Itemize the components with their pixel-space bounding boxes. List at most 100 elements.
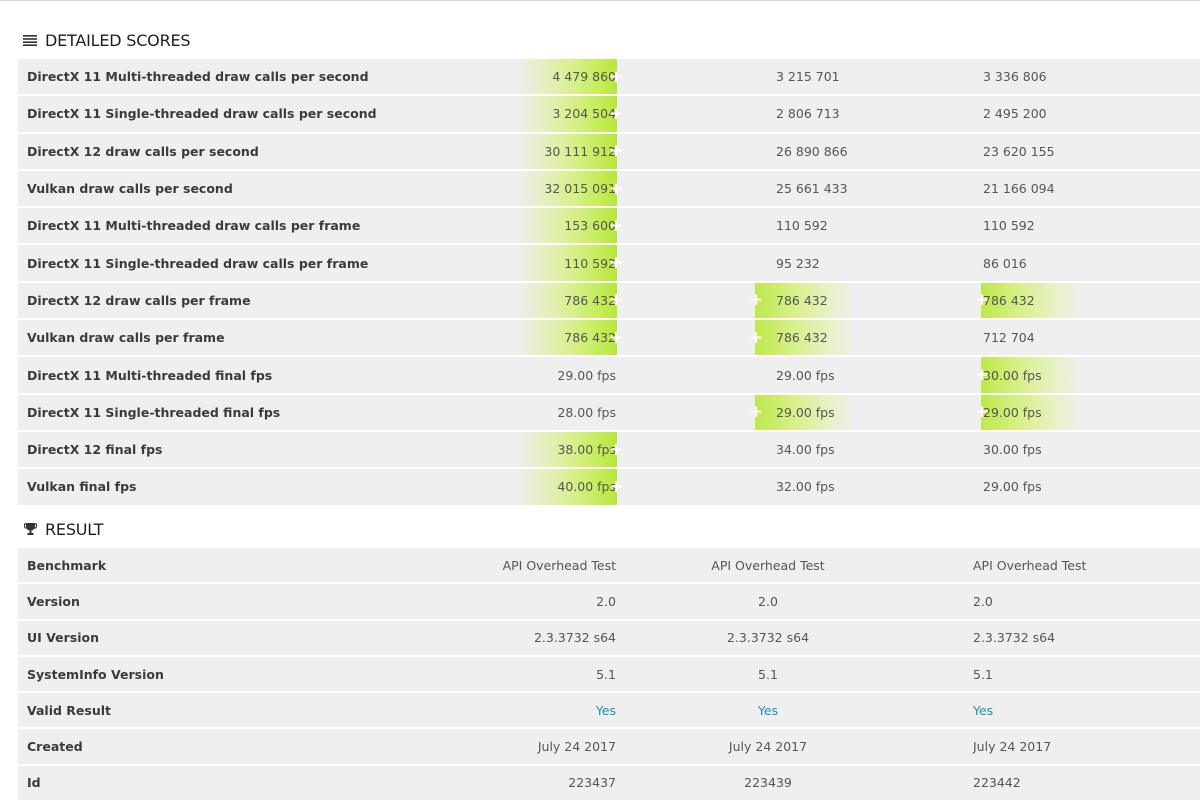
best-score-highlight <box>518 208 617 244</box>
best-score-highlight <box>518 245 617 281</box>
best-score-highlight <box>518 282 617 319</box>
detailed-scores-table: DirectX 11 Multi-threaded draw calls per… <box>18 59 1200 507</box>
score-value: 29.00 fps <box>983 479 1042 495</box>
result-value: 5.1 <box>758 666 778 682</box>
row-label: Id <box>27 775 41 791</box>
score-value: 786 432 <box>983 292 1035 308</box>
result-value: 5.1 <box>596 666 616 682</box>
result-value: 5.1 <box>973 666 993 682</box>
best-score-highlight <box>518 59 617 95</box>
result-row: Created July 24 2017 July 24 2017 July 24 2… <box>18 729 1200 766</box>
score-value: 29.00 fps <box>776 404 835 420</box>
row-label: DirectX 11 Multi-threaded draw calls per… <box>27 69 369 85</box>
row-label: DirectX 11 Multi-threaded final fps <box>27 367 273 383</box>
valid-result-link[interactable]: Yes <box>757 702 779 718</box>
result-value: July 24 2017 <box>973 739 1052 755</box>
score-row: DirectX 12 draw calls per frame 786 432 +7… <box>18 282 1200 321</box>
plus-icon: + <box>609 103 624 124</box>
score-value: 3 215 701 <box>776 69 840 85</box>
result-value: 2.0 <box>596 593 616 609</box>
score-value: 95 232 <box>776 255 820 271</box>
score-value: 4 479 860 <box>552 69 616 85</box>
row-label: DirectX 11 Multi-threaded draw calls per… <box>27 218 361 234</box>
score-value: 3 204 504 <box>552 106 616 122</box>
result-heading: RESULT <box>22 515 104 543</box>
score-value: 30 111 912 <box>544 143 616 159</box>
best-score-highlight <box>518 133 617 169</box>
plus-icon: + <box>609 327 624 348</box>
row-label: UI Version <box>27 630 99 646</box>
result-value: 223439 <box>744 775 792 791</box>
score-value: 786 432 <box>776 330 828 346</box>
row-label: DirectX 12 draw calls per frame <box>27 292 251 308</box>
plus-icon: + <box>609 439 624 460</box>
row-label: DirectX 11 Single-threaded final fps <box>27 404 281 420</box>
valid-result-link[interactable]: Yes <box>973 702 994 718</box>
row-label: Vulkan draw calls per second <box>27 181 233 197</box>
score-value: 23 620 155 <box>983 143 1055 159</box>
score-value: 786 432 <box>564 330 616 346</box>
result-value: July 24 2017 <box>537 739 616 755</box>
result-row: UI Version 2.3.3732 s64 2.3.3732 s64 2.3.37… <box>18 620 1200 657</box>
row-label: Benchmark <box>27 557 107 573</box>
score-row: DirectX 11 Multi-threaded draw calls per… <box>18 208 1200 246</box>
plus-icon: + <box>749 290 764 311</box>
row-label: DirectX 11 Single-threaded draw calls pe… <box>27 106 377 122</box>
score-value: 26 890 866 <box>776 143 848 159</box>
plus-icon: + <box>609 178 624 199</box>
score-row: DirectX 11 Single-threaded final fps 28.0… <box>18 394 1200 432</box>
result-row: Version 2.0 2.0 2.0 <box>18 584 1200 621</box>
section-title-text: DETAILED SCORES <box>45 30 191 50</box>
row-label: Created <box>27 739 83 755</box>
row-label: Version <box>27 593 80 609</box>
score-value: 32.00 fps <box>776 479 835 495</box>
best-score-highlight <box>981 357 1081 393</box>
score-row: DirectX 11 Single-threaded draw calls pe… <box>18 96 1200 134</box>
score-row: Vulkan draw calls per second 32 015 091 +2… <box>18 170 1200 209</box>
best-score-highlight <box>755 394 855 430</box>
score-value: 2 806 713 <box>776 106 840 122</box>
best-score-highlight <box>755 320 855 356</box>
score-value: 110 592 <box>776 218 828 234</box>
score-row: DirectX 12 final fps 38.00 fps +34.00 fps 3… <box>18 431 1200 470</box>
score-row: DirectX 11 Single-threaded draw calls pe… <box>18 245 1200 283</box>
score-value: 30.00 fps <box>983 442 1042 458</box>
row-label: DirectX 11 Single-threaded draw calls pe… <box>27 255 369 271</box>
plus-icon: + <box>749 402 764 423</box>
valid-result-link[interactable]: Yes <box>595 702 616 718</box>
score-value: 25 661 433 <box>776 181 848 197</box>
top-divider <box>0 0 1200 1</box>
best-score-highlight <box>518 469 617 505</box>
score-value: 34.00 fps <box>776 442 835 458</box>
row-label: Vulkan final fps <box>27 479 137 495</box>
best-score-highlight <box>518 96 617 132</box>
row-label: SystemInfo Version <box>27 666 164 682</box>
result-value: 2.3.3732 s64 <box>973 630 1056 646</box>
row-label: Vulkan draw calls per frame <box>27 330 225 346</box>
score-value: 21 166 094 <box>983 181 1055 197</box>
score-row: Vulkan final fps 40.00 fps +32.00 fps 29.00… <box>18 469 1200 507</box>
score-value: 786 432 <box>564 292 616 308</box>
row-label: Valid Result <box>27 702 111 718</box>
result-row: Valid Result Yes Yes Yes <box>18 693 1200 730</box>
result-value: 2.3.3732 s64 <box>726 630 810 646</box>
plus-icon: + <box>975 290 990 311</box>
result-row: Id 223437 223439 223442 <box>18 765 1200 803</box>
score-value: 32 015 091 <box>544 181 616 197</box>
result-value: 2.0 <box>758 593 778 609</box>
best-score-highlight <box>518 431 617 468</box>
plus-icon: + <box>975 402 990 423</box>
score-row: DirectX 12 draw calls per second 30 111 9… <box>18 133 1200 171</box>
section-title-text: RESULT <box>45 519 104 539</box>
score-value: 28.00 fps <box>557 404 616 420</box>
result-value: 2.0 <box>973 593 993 609</box>
plus-icon: + <box>609 141 624 162</box>
score-row: Vulkan draw calls per frame 786 432 +786 4… <box>18 320 1200 358</box>
result-table: Benchmark API Overhead Test API Overhead T… <box>18 548 1200 803</box>
best-score-highlight <box>981 282 1081 319</box>
score-value: 29.00 fps <box>776 367 835 383</box>
result-value: API Overhead Test <box>973 557 1087 573</box>
result-value: 223437 <box>568 775 616 791</box>
score-value: 110 592 <box>983 218 1035 234</box>
plus-icon: + <box>609 290 624 311</box>
